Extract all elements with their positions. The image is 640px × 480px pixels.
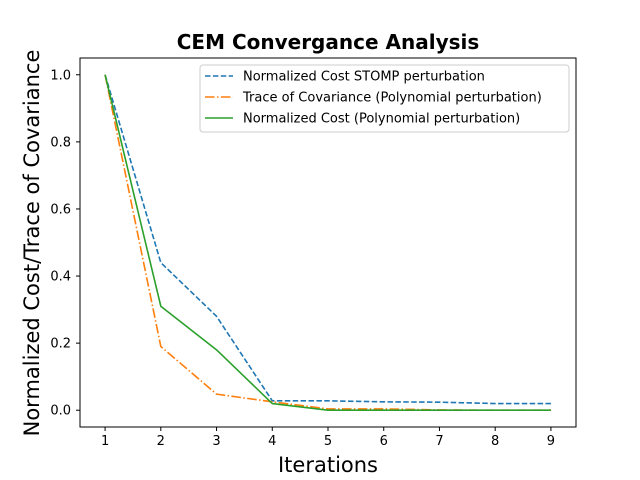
legend-label: Trace of Covariance (Polynomial perturba… bbox=[242, 91, 542, 106]
x-tick-label: 3 bbox=[212, 434, 220, 449]
y-tick-label: 0.8 bbox=[50, 135, 71, 150]
x-tick-label: 9 bbox=[547, 434, 555, 449]
legend: Normalized Cost STOMP perturbation Trace … bbox=[199, 64, 570, 133]
x-tick-label: 1 bbox=[101, 434, 109, 449]
x-tick-label: 8 bbox=[491, 434, 499, 449]
x-tick-label: 2 bbox=[157, 434, 165, 449]
x-axis-label: Iterations bbox=[278, 453, 378, 477]
legend-entry: Normalized Cost (Polynomial perturbation… bbox=[205, 112, 520, 127]
series-layer bbox=[104, 74, 551, 412]
x-tick-label: 7 bbox=[435, 434, 443, 449]
y-axis: 0.0 0.2 0.4 0.6 0.8 1.0 bbox=[50, 68, 80, 419]
y-tick-label: 0.2 bbox=[50, 337, 71, 352]
legend-entry: Normalized Cost STOMP perturbation bbox=[205, 70, 485, 85]
legend-entry: Trace of Covariance (Polynomial perturba… bbox=[205, 91, 542, 106]
chart-title: CEM Convergance Analysis bbox=[177, 30, 480, 54]
x-axis: 1 2 3 4 5 6 7 8 9 bbox=[101, 427, 555, 449]
series-line-3 bbox=[104, 74, 551, 412]
y-tick-label: 0.6 bbox=[50, 202, 71, 217]
legend-label: Normalized Cost (Polynomial perturbation… bbox=[243, 112, 520, 127]
x-tick-label: 6 bbox=[380, 434, 388, 449]
y-tick-label: 0.0 bbox=[50, 404, 71, 419]
legend-label: Normalized Cost STOMP perturbation bbox=[243, 70, 485, 85]
series-line-1 bbox=[104, 74, 551, 405]
x-tick-label: 4 bbox=[268, 434, 276, 449]
legend-box bbox=[199, 64, 570, 133]
y-axis-label: Normalized Cost/Trace of Covariance bbox=[20, 50, 44, 437]
y-tick-label: 0.4 bbox=[50, 270, 71, 285]
y-tick-label: 1.0 bbox=[50, 68, 71, 83]
x-tick-label: 5 bbox=[324, 434, 332, 449]
